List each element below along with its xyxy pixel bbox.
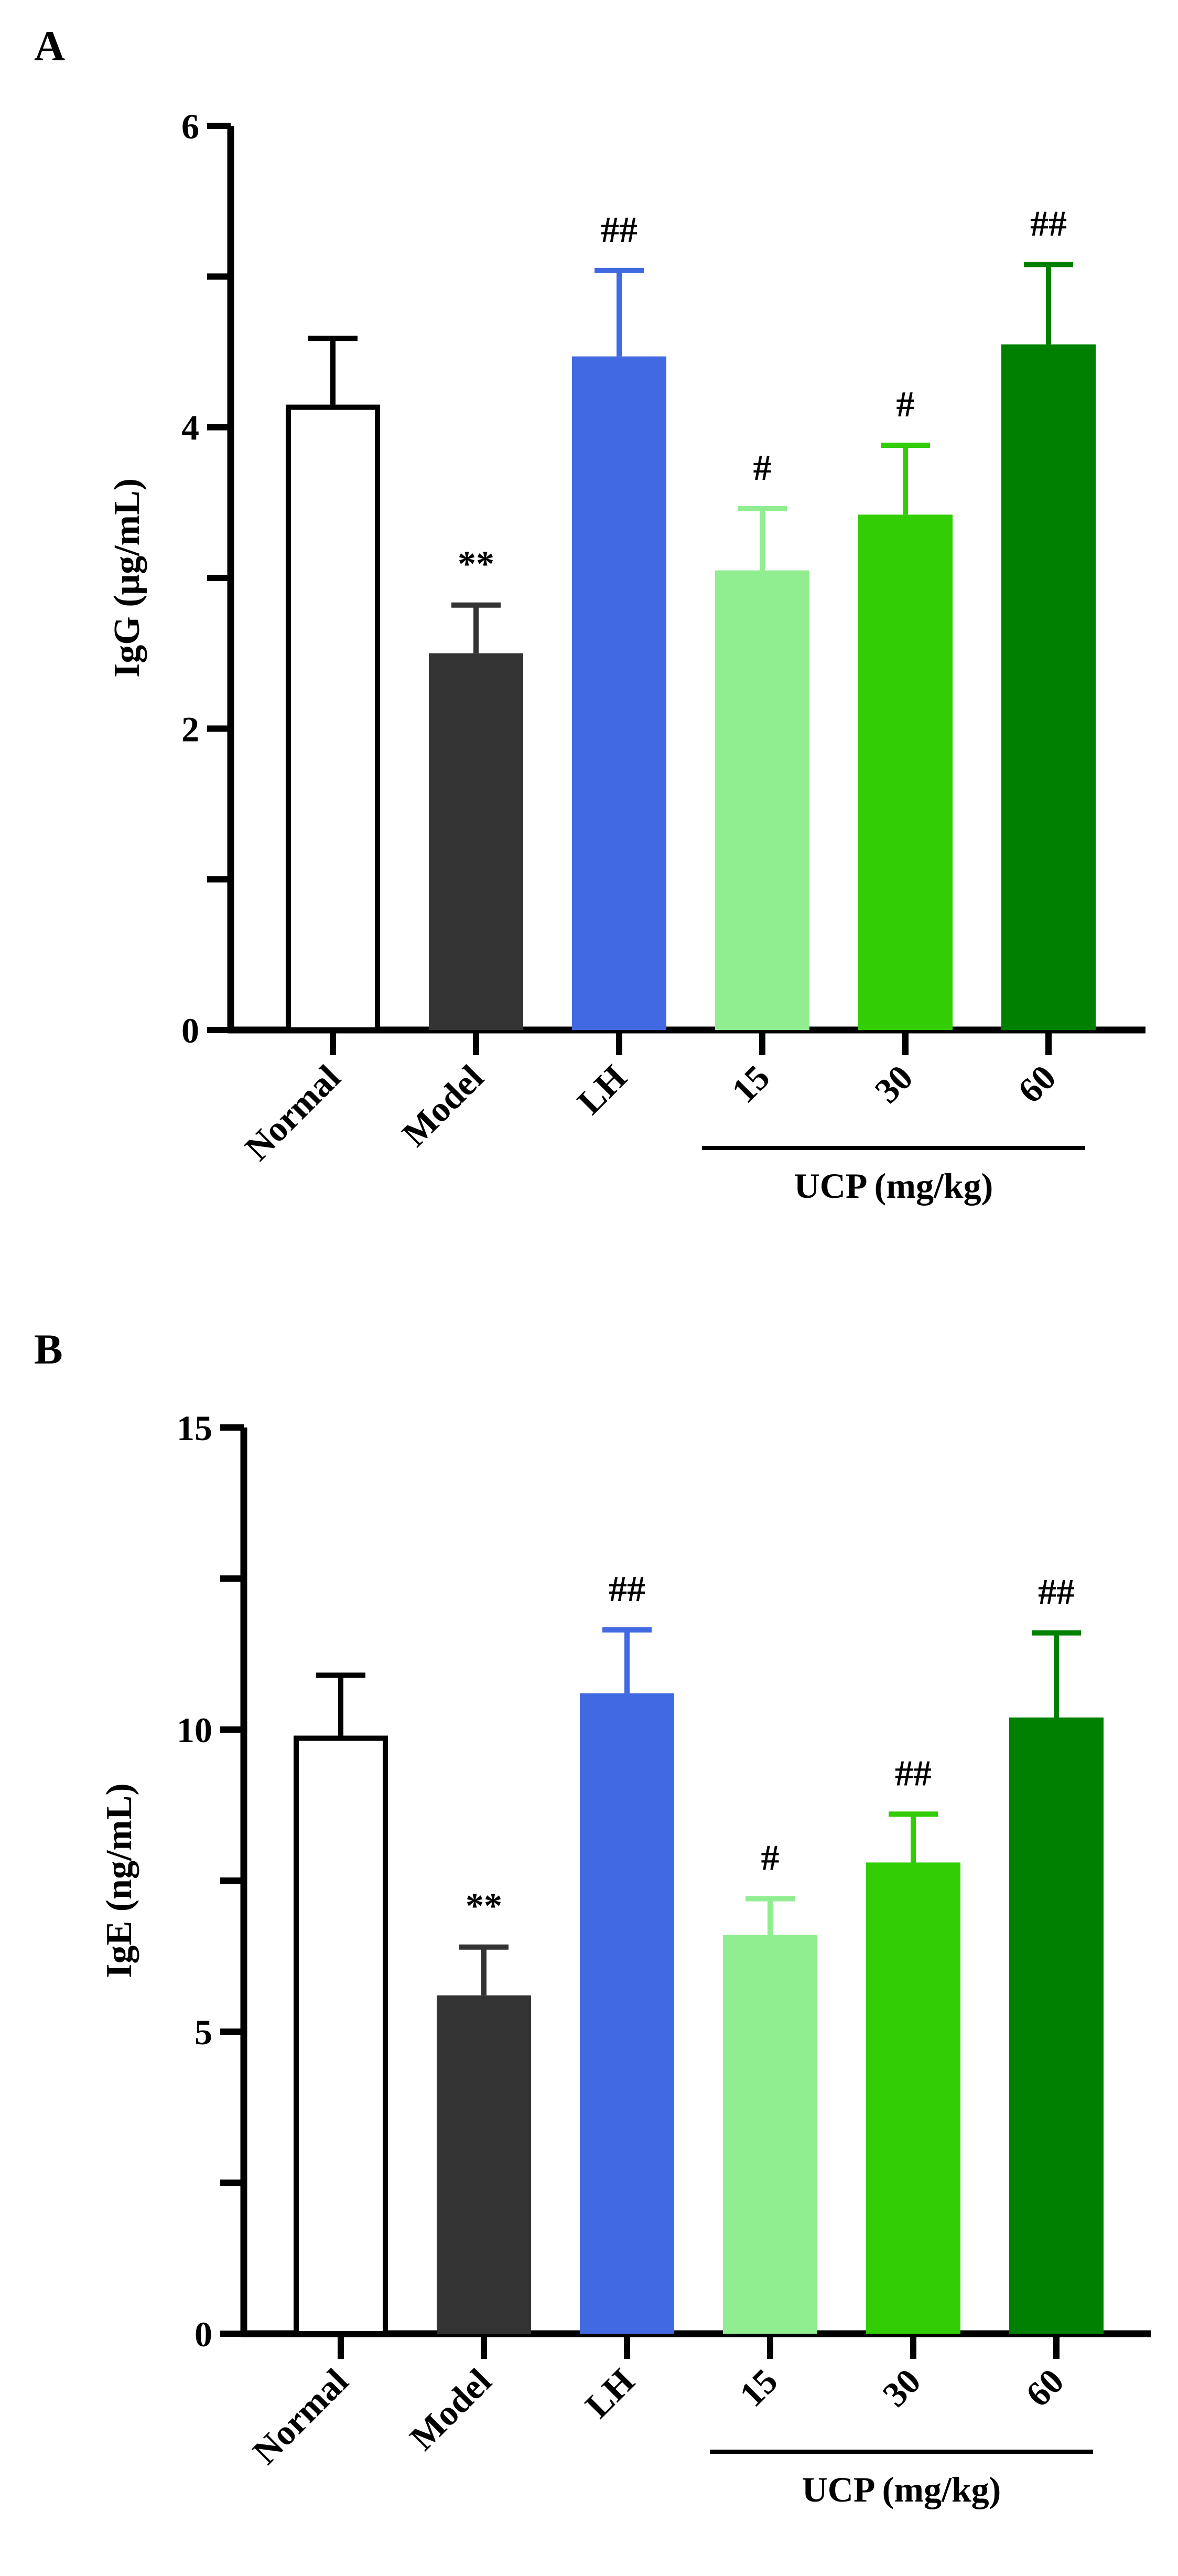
bar-60 bbox=[1009, 1717, 1104, 2334]
significance-marker: ## bbox=[609, 1569, 645, 1609]
bar-30 bbox=[858, 514, 953, 1030]
significance-marker: ## bbox=[1030, 203, 1067, 244]
significance-marker: ## bbox=[1038, 1572, 1075, 1613]
x-tick-label: 15 bbox=[732, 2361, 785, 2414]
x-tick-label: Model bbox=[402, 2361, 499, 2458]
x-tick-label: 60 bbox=[1010, 1057, 1064, 1111]
y-axis-title: IgE (ng/mL) bbox=[99, 1783, 139, 1978]
x-tick-label: 30 bbox=[875, 2361, 928, 2414]
significance-marker: # bbox=[753, 448, 772, 488]
bar-lh bbox=[572, 356, 666, 1030]
significance-marker: ** bbox=[466, 1886, 502, 1927]
y-tick-label: 4 bbox=[181, 408, 199, 448]
y-tick-label: 10 bbox=[177, 1710, 212, 1750]
group-label: UCP (mg/kg) bbox=[794, 1166, 993, 1206]
x-tick-label: LH bbox=[569, 1057, 634, 1122]
bar-normal bbox=[294, 1735, 388, 2336]
bar-15 bbox=[723, 1935, 817, 2334]
panel-label: B bbox=[34, 1325, 63, 1373]
significance-marker: # bbox=[761, 1838, 780, 1879]
bar-normal bbox=[286, 404, 380, 1033]
panel-label: A bbox=[34, 22, 65, 70]
x-tick-label: LH bbox=[577, 2361, 642, 2425]
x-tick-label: Model bbox=[394, 1057, 491, 1154]
x-tick-label: Normal bbox=[245, 2361, 355, 2472]
y-tick-label: 0 bbox=[194, 2314, 212, 2354]
x-tick-label: 30 bbox=[867, 1057, 921, 1111]
y-tick-label: 2 bbox=[181, 709, 199, 749]
y-tick-label: 5 bbox=[194, 2012, 212, 2052]
significance-marker: ## bbox=[601, 210, 637, 250]
bar-lh bbox=[580, 1693, 674, 2334]
x-tick-label: 15 bbox=[724, 1057, 777, 1111]
bar-model bbox=[429, 653, 523, 1030]
y-tick-label: 6 bbox=[181, 106, 199, 146]
bar-60 bbox=[1001, 344, 1096, 1031]
significance-marker: # bbox=[896, 384, 915, 425]
bar-15 bbox=[715, 570, 809, 1030]
x-tick-label: Normal bbox=[237, 1057, 348, 1168]
significance-marker: ** bbox=[458, 544, 494, 585]
y-axis-title: IgG (μg/mL) bbox=[107, 478, 147, 678]
bar-model bbox=[437, 1995, 531, 2334]
y-tick-label: 15 bbox=[177, 1408, 212, 1448]
significance-marker: ## bbox=[895, 1753, 932, 1794]
panel-b: B 0 5 10 15 IgE (ng/mL) Normal ** Model ## LH #15 ##… bbox=[34, 1325, 1151, 2509]
y-tick-label: 0 bbox=[181, 1011, 199, 1050]
x-tick-label: 60 bbox=[1018, 2361, 1072, 2414]
group-label: UCP (mg/kg) bbox=[802, 2470, 1001, 2509]
panel-a: A 0 2 4 6 IgG (μg/mL) Normal ** Model ## LH #15 #30 #… bbox=[34, 22, 1145, 1206]
bar-30 bbox=[866, 1862, 960, 2334]
